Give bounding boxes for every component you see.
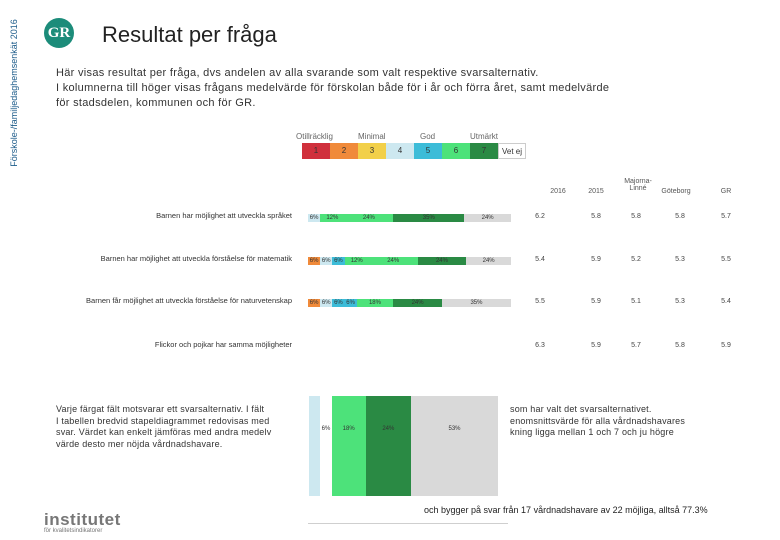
bar-segment <box>309 396 321 496</box>
column-header: 2016 <box>550 188 566 195</box>
bar-segment: 6% <box>332 299 345 307</box>
mean-value: 5.4 <box>721 298 731 305</box>
footnote-line: som har valt det svarsalternativet. <box>510 404 652 414</box>
intro-line: I kolumnerna till höger visas frågans me… <box>56 82 610 94</box>
mean-value: 5.7 <box>721 213 731 220</box>
gr-logo: GR <box>44 18 74 48</box>
scale-step: 7 <box>470 143 498 159</box>
response-summary: och bygger på svar från 17 vårdnadshavar… <box>424 505 708 515</box>
bar-segment: 18% <box>331 396 366 496</box>
mean-value: 5.9 <box>721 342 731 349</box>
bar-segment: 12% <box>320 214 345 222</box>
footnote-line: enomsnittsvärde för alla vårdnadshavares <box>510 415 686 426</box>
mean-value: 5.8 <box>675 342 685 349</box>
mean-value: 5.7 <box>631 342 641 349</box>
bar-segment: 24% <box>365 396 412 496</box>
bar-segment: 24% <box>368 257 418 265</box>
intro-line: Här visas resultat per fråga, dvs andele… <box>56 67 539 79</box>
bar-segment: 6% <box>308 299 321 307</box>
divider <box>308 523 508 524</box>
scale-step: Vet ej <box>498 143 526 159</box>
mean-value: 5.9 <box>591 298 601 305</box>
row-label: Barnen får möjlighet att utveckla förstå… <box>86 296 292 305</box>
scale-step: 4 <box>386 143 414 159</box>
row-label: Barnen har möjlighet att utveckla språke… <box>156 211 292 220</box>
scale-legend: 1 2 3 4 5 6 7 Vet ej <box>302 143 526 159</box>
bar-segment: 6% <box>320 257 333 265</box>
footnote-text: Varje färgat fält motsvarar ett svarsalt… <box>56 404 756 450</box>
stacked-bar: 6% 12% 24% 35% 24% <box>308 214 511 222</box>
sidebar-vertical-label: Förskole-/familjedaghemsenkät 2016 <box>9 19 19 167</box>
bar-segment: 6% <box>332 257 345 265</box>
mean-value: 5.8 <box>675 213 685 220</box>
scale-step: 1 <box>302 143 330 159</box>
overlay-stacked-bar: 6% 18% 24% 53% <box>309 396 498 496</box>
footnote-line: värde desto mer nöjda vårdnadshavare. <box>56 438 223 449</box>
scale-step: 5 <box>414 143 442 159</box>
footnote-line: Varje färgat fält motsvarar ett svarsalt… <box>56 404 265 414</box>
bar-segment: 24% <box>417 257 467 265</box>
bar-segment: 6% <box>308 214 321 222</box>
scale-category: God <box>420 132 436 141</box>
footnote-text-right: som har valt det svarsalternativet. enom… <box>510 404 760 439</box>
column-header: Majorna-Linné <box>624 178 652 192</box>
institute-logo: institutet <box>44 510 121 529</box>
footnote-line: svar. Värdet kan enkelt jämföras med and… <box>56 427 272 437</box>
scale-step: 3 <box>358 143 386 159</box>
footnote-line: kning ligga mellan 1 och 7 och ju högre <box>510 427 674 437</box>
institute-subtitle: för kvalitetsindikatorer <box>44 528 103 534</box>
row-label: Flickor och pojkar har samma möjligheter <box>154 340 292 349</box>
mean-value: 5.9 <box>591 256 601 263</box>
bar-segment: 12% <box>344 257 369 265</box>
column-header: Göteborg <box>661 188 691 195</box>
bar-segment: 53% <box>411 396 498 496</box>
mean-value: 5.4 <box>535 256 545 263</box>
mean-value: 6.2 <box>535 213 545 220</box>
bar-segment: 35% <box>441 299 511 307</box>
mean-value: 5.2 <box>631 256 641 263</box>
bar-segment: 18% <box>356 299 394 307</box>
mean-value: 5.3 <box>675 298 685 305</box>
mean-value: 5.3 <box>675 256 685 263</box>
intro-line: för stadsdelen, kommunen och för GR. <box>56 97 256 109</box>
scale-category: Minimal <box>358 132 386 141</box>
bar-segment: 24% <box>466 257 511 265</box>
mean-value: 5.5 <box>535 298 545 305</box>
stacked-bar: 6% 6% 6% 12% 24% 24% 24% <box>308 257 511 265</box>
footnote-line: I tabellen bredvid stapeldiagrammet redo… <box>56 415 270 426</box>
intro-text: Här visas resultat per fråga, dvs andele… <box>56 66 746 111</box>
mean-value: 5.9 <box>591 342 601 349</box>
bar-segment: 6% <box>308 257 321 265</box>
bar-segment: 6% <box>320 299 333 307</box>
column-header: GR <box>720 188 732 195</box>
mean-value: 5.1 <box>631 298 641 305</box>
mean-value: 5.8 <box>631 213 641 220</box>
bar-segment: 6% <box>344 299 357 307</box>
column-header: 2015 <box>588 188 604 195</box>
mean-value: 6.3 <box>535 342 545 349</box>
scale-step: 2 <box>330 143 358 159</box>
bar-segment: 24% <box>344 214 394 222</box>
page-title: Resultat per fråga <box>102 22 277 47</box>
bar-segment: 35% <box>393 214 465 222</box>
scale-step: 6 <box>442 143 470 159</box>
mean-value: 5.8 <box>591 213 601 220</box>
scale-category: Utmärkt <box>470 132 498 141</box>
scale-category: Otillräcklig <box>296 132 333 141</box>
bar-segment: 24% <box>393 299 442 307</box>
bar-segment: 6% <box>320 396 332 496</box>
stacked-bar: 6% 6% 6% 6% 18% 24% 35% <box>308 299 511 307</box>
mean-value: 5.5 <box>721 256 731 263</box>
bar-segment: 24% <box>464 214 511 222</box>
row-label: Barnen har möjlighet att utveckla förstå… <box>100 254 292 263</box>
